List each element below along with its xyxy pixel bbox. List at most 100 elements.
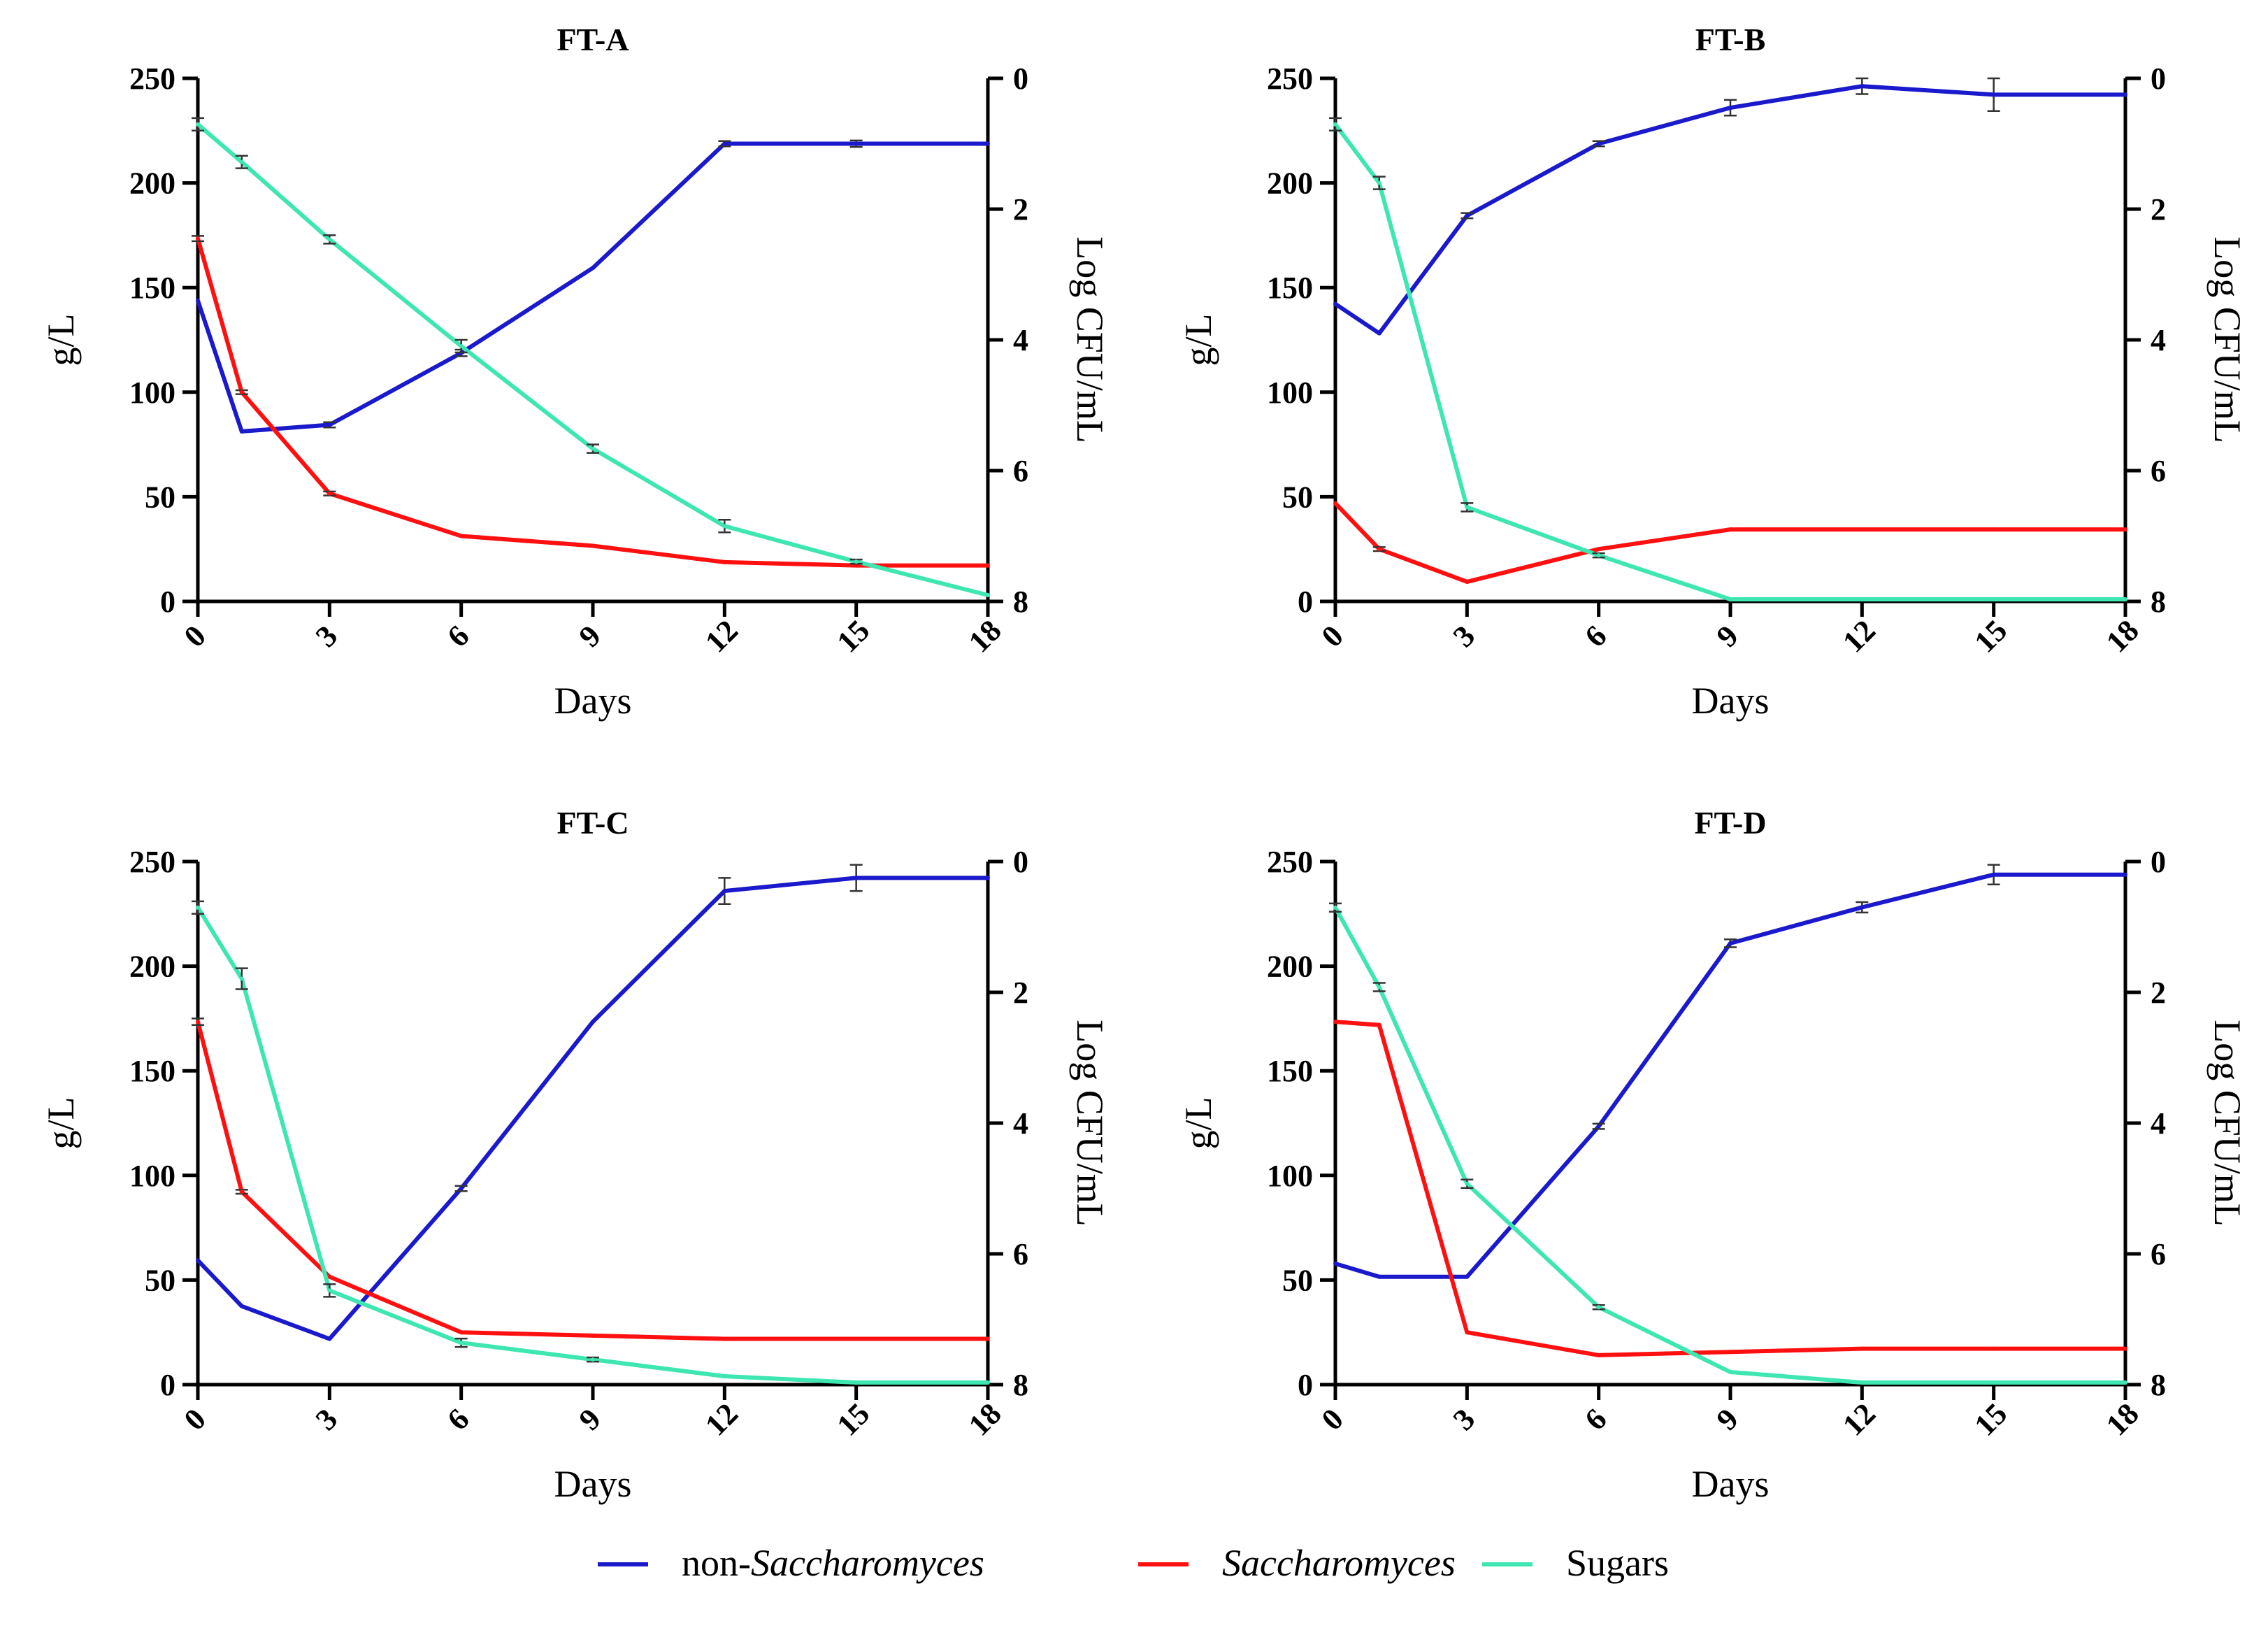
chart-title: FT-D <box>1694 805 1766 841</box>
x-tick-label: 15 <box>831 613 877 659</box>
data-point <box>722 1374 727 1379</box>
x-axis-label: Days <box>1692 1463 1770 1505</box>
data-point <box>854 141 859 146</box>
data-point <box>1333 301 1337 306</box>
chart-title: FT-B <box>1695 22 1766 57</box>
data-point <box>1728 527 1732 532</box>
x-tick-label: 18 <box>962 1397 1008 1443</box>
data-point <box>591 446 595 451</box>
series-non-saccharomyces <box>196 864 990 1341</box>
y-axis-label: g/L <box>1177 314 1219 366</box>
x-tick-label: 0 <box>178 619 213 654</box>
data-point <box>459 1330 464 1335</box>
data-point <box>1333 1020 1337 1024</box>
y-tick-label: 150 <box>129 271 175 305</box>
x-tick-label: 15 <box>1968 613 2014 659</box>
series-line <box>1333 906 2125 1385</box>
y-tick-label: 0 <box>160 585 175 619</box>
y2-tick-label: 4 <box>1013 323 1028 357</box>
data-point <box>591 1020 595 1024</box>
y-tick-label: 250 <box>1267 845 1313 879</box>
y2-tick-label: 6 <box>2151 1237 2166 1271</box>
data-point <box>2123 1380 2127 1385</box>
series-line <box>196 876 988 1341</box>
data-point <box>591 1333 595 1338</box>
data-point <box>1465 1181 1470 1186</box>
data-point <box>1377 985 1381 990</box>
data-point <box>2123 1346 2127 1351</box>
y2-axis-label: Log CFU/mL <box>1069 1020 1111 1227</box>
data-point <box>1465 213 1470 218</box>
x-axis-label: Days <box>554 1463 632 1505</box>
series-saccharomyces <box>1333 501 2127 584</box>
data-point <box>1991 1346 1996 1351</box>
y2-tick-label: 4 <box>2151 323 2166 357</box>
legend-item-sacch: Saccharomyces <box>1138 1542 1456 1584</box>
data-point <box>1596 553 1601 558</box>
data-point <box>1377 331 1381 336</box>
x-tick-label: 18 <box>2100 613 2146 659</box>
x-tick-label: 3 <box>1447 1402 1481 1437</box>
data-point <box>1596 1124 1601 1129</box>
y-tick-label: 50 <box>145 480 175 514</box>
x-tick-label: 6 <box>440 619 475 654</box>
y2-tick-label: 2 <box>2151 976 2166 1010</box>
x-tick-label: 12 <box>1836 613 1882 659</box>
data-point <box>722 524 727 529</box>
data-point <box>591 1357 595 1362</box>
x-tick-label: 15 <box>1968 1397 2014 1443</box>
series-non-saccharomyces <box>196 139 990 434</box>
data-point <box>459 534 464 538</box>
series-line <box>1334 84 2125 336</box>
data-point <box>196 1258 200 1263</box>
data-point <box>1333 122 1337 127</box>
data-point <box>1377 547 1381 552</box>
y-tick-label: 250 <box>129 845 175 879</box>
series-line <box>1335 872 2125 1279</box>
x-tick-label: 0 <box>178 1402 213 1437</box>
y-tick-label: 150 <box>1267 1054 1313 1088</box>
data-point <box>327 1274 332 1279</box>
chart-panel-ft-d: FT-D 0 50 100 150 200 250 0 2 4 6 8 0 3 6 9 12 15 18 Days g/… <box>1177 805 2248 1505</box>
series-line <box>196 1021 988 1341</box>
x-tick-label: 6 <box>440 1402 475 1437</box>
y-tick-label: 0 <box>160 1368 175 1402</box>
data-point <box>1860 84 1865 89</box>
x-tick-label: 6 <box>1578 619 1613 654</box>
y-tick-label: 150 <box>129 1054 175 1088</box>
data-point <box>1991 1380 1996 1385</box>
data-point <box>986 141 990 146</box>
data-point <box>459 1186 464 1191</box>
data-point <box>1991 527 1996 532</box>
data-point <box>196 298 200 303</box>
series-line <box>196 122 989 597</box>
data-point <box>1728 1370 1732 1375</box>
x-tick-label: 15 <box>831 1397 877 1443</box>
y-tick-label: 200 <box>129 166 175 201</box>
data-point <box>239 1304 244 1308</box>
data-point <box>196 122 200 127</box>
x-tick-label: 18 <box>2100 1397 2146 1443</box>
legend-item-non-sacch: non-Saccharomyces <box>598 1542 984 1584</box>
data-point <box>2123 527 2127 532</box>
data-point <box>722 141 727 146</box>
data-point <box>1860 527 1865 532</box>
data-point <box>459 343 464 348</box>
y2-tick-label: 0 <box>1013 62 1028 96</box>
data-point <box>1728 597 1732 602</box>
data-point <box>1333 905 1337 910</box>
y-tick-label: 50 <box>1282 1263 1313 1297</box>
y2-tick-label: 6 <box>1013 454 1028 488</box>
series-non-saccharomyces <box>1333 77 2127 336</box>
legend-label-prefix: Sugars <box>1566 1542 1669 1584</box>
y2-tick-label: 4 <box>2151 1106 2166 1141</box>
data-point <box>196 236 200 241</box>
y-tick-label: 100 <box>1267 1159 1313 1193</box>
data-point <box>1596 1305 1601 1310</box>
data-point <box>1860 597 1865 602</box>
series-saccharomyces <box>192 235 990 568</box>
y-tick-label: 100 <box>129 1159 175 1193</box>
data-point <box>1596 1352 1601 1357</box>
y2-axis-label: Log CFU/mL <box>2206 236 2248 443</box>
